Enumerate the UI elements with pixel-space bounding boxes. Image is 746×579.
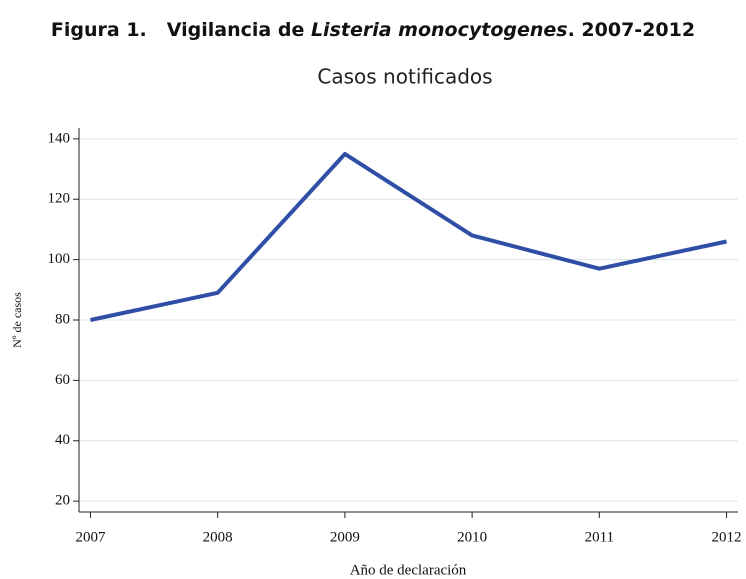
title-part: . 2007-2012 [568,19,695,41]
line-series [90,151,727,322]
x-tick-label: 2012 [712,529,742,545]
y-tick-label: 60 [55,372,70,388]
figure-label: Figura 1. [51,19,147,41]
y-tick-label: 120 [48,191,71,207]
x-tick-label: 2010 [457,529,487,545]
y-tick-label: 140 [48,130,71,146]
y-tick-label: 40 [55,432,70,448]
y-axis-label: Nº de casos [10,292,24,348]
x-tick-label: 2008 [203,529,233,545]
x-axis-label: Año de declaración [350,562,467,578]
y-tick-label: 20 [55,493,70,509]
title-part: Vigilancia de [167,19,311,41]
chart-subtitle: Casos notificados [317,65,492,89]
chart-title: Figura 1. Vigilancia de Listeria monocyto… [51,19,695,41]
y-tick-label: 100 [48,251,71,267]
x-tick-label: 2011 [585,529,614,545]
x-tick-label: 2007 [75,529,106,545]
title-part: Listeria monocytogenes [311,19,568,41]
y-tick-label: 80 [55,311,70,327]
x-tick-label: 2009 [330,529,360,545]
